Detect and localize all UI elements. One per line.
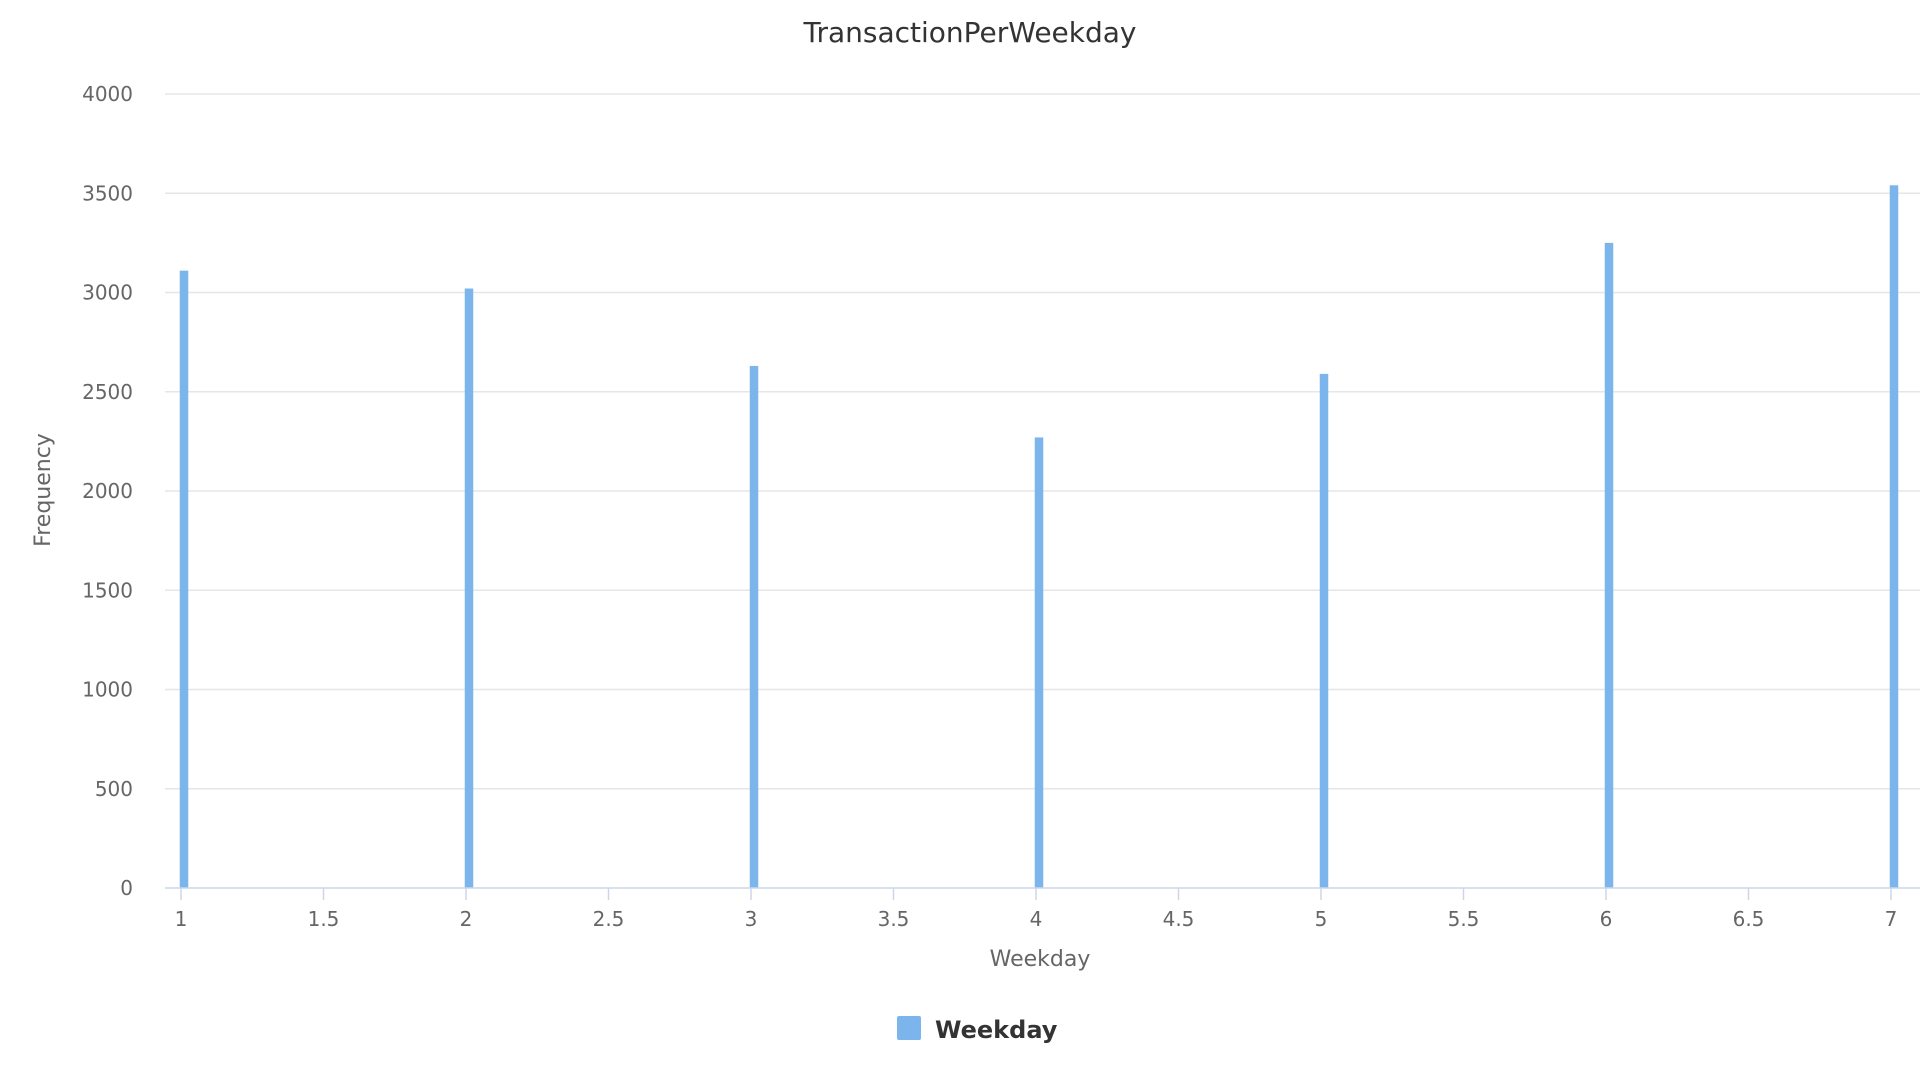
x-tick-label: 6.5 [1733, 907, 1765, 931]
x-axis-ticks: 1 1.5 2 2.5 3 3.5 4 4.5 5 5.5 6 6.5 7 [175, 888, 1898, 931]
y-tick-label: 3500 [82, 181, 133, 205]
bar-weekday-2[interactable] [464, 288, 474, 888]
y-tick-label: 1000 [82, 678, 133, 702]
x-tick-label: 5.5 [1448, 907, 1480, 931]
x-tick-label: 2.5 [593, 907, 625, 931]
y-tick-label: 2000 [82, 479, 133, 503]
legend-label: Weekday [935, 1016, 1058, 1044]
x-tick-label: 5 [1315, 907, 1328, 931]
bar-weekday-5[interactable] [1319, 373, 1329, 888]
x-tick-label: 4 [1030, 907, 1043, 931]
bar-weekday-1[interactable] [179, 270, 189, 888]
x-tick-label: 6 [1600, 907, 1613, 931]
y-tick-label: 1500 [82, 578, 133, 602]
y-tick-label: 3000 [82, 281, 133, 305]
y-axis-title: Frequency [31, 433, 56, 547]
y-axis-ticks: 0 500 1000 1500 2000 2500 3000 3500 4000 [82, 82, 133, 900]
bar-weekday-4[interactable] [1034, 437, 1044, 888]
x-tick-label: 1 [175, 907, 188, 931]
bar-series [179, 185, 1899, 888]
x-tick-label: 1.5 [308, 907, 340, 931]
x-tick-label: 3 [745, 907, 758, 931]
x-tick-label: 7 [1885, 907, 1898, 931]
chart-title: TransactionPerWeekday [802, 16, 1136, 49]
x-tick-label: 3.5 [878, 907, 910, 931]
bar-weekday-3[interactable] [749, 365, 759, 888]
y-tick-label: 2500 [82, 380, 133, 404]
y-tick-label: 4000 [82, 82, 133, 106]
x-axis-title: Weekday [990, 947, 1091, 972]
y-tick-label: 500 [95, 777, 133, 801]
legend[interactable]: Weekday [897, 1016, 1058, 1044]
x-tick-label: 2 [460, 907, 473, 931]
y-tick-label: 0 [120, 876, 133, 900]
x-tick-label: 4.5 [1163, 907, 1195, 931]
bar-weekday-6[interactable] [1604, 242, 1614, 888]
legend-swatch [897, 1016, 921, 1040]
bar-weekday-7[interactable] [1889, 185, 1899, 888]
